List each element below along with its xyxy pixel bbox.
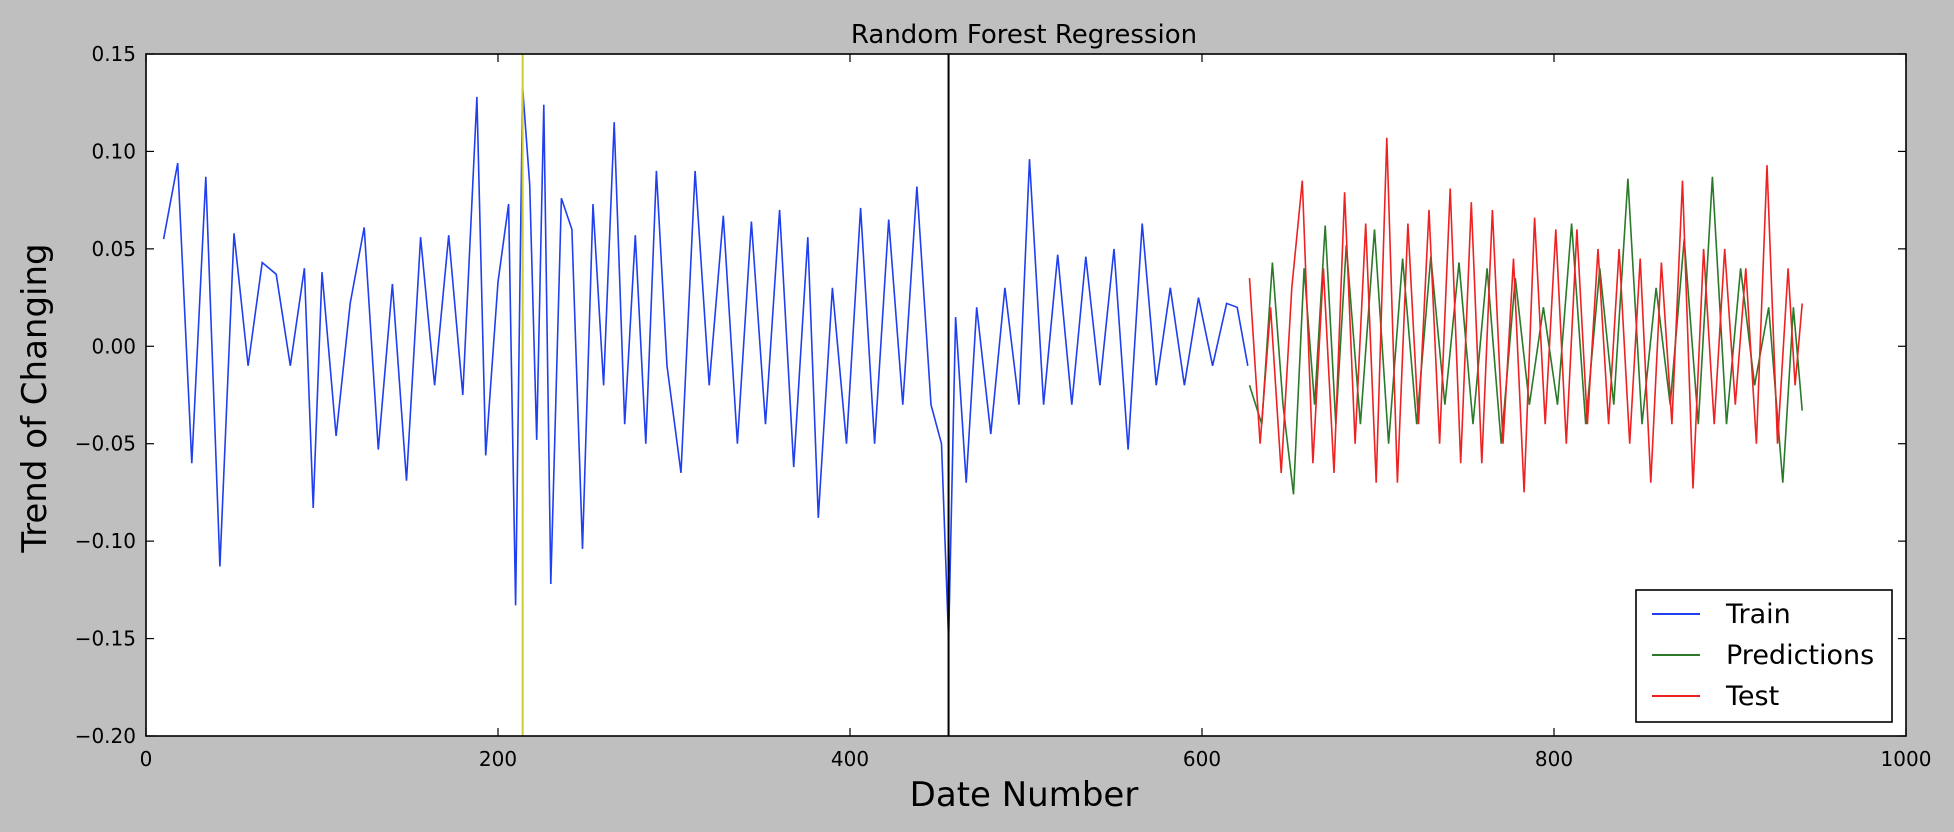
y-tick-label: 0.15 (91, 42, 136, 66)
series-line-test (1248, 137, 1803, 493)
y-tick-label: 0.05 (91, 237, 136, 261)
series-line-train (162, 87, 1249, 641)
legend-label-test: Test (1725, 681, 1779, 712)
x-tick-label: 0 (140, 747, 153, 771)
x-tick-label: 800 (1535, 747, 1573, 771)
legend-label-train: Train (1725, 599, 1791, 630)
y-tick-label: −0.10 (75, 529, 136, 553)
legend-label-predictions: Predictions (1726, 640, 1874, 671)
x-tick-label: 200 (479, 747, 517, 771)
series-line-predictions (1248, 176, 1803, 495)
y-tick-label: −0.05 (75, 432, 136, 456)
chart-title: Random Forest Regression (851, 20, 1197, 50)
x-tick-label: 400 (831, 747, 869, 771)
x-tick-label: 1000 (1881, 747, 1932, 771)
y-tick-label: −0.20 (75, 724, 136, 748)
y-tick-label: 0.00 (91, 334, 136, 358)
reference-lines (521, 54, 950, 736)
x-axis-label: Date Number (910, 775, 1139, 815)
y-tick-label: 0.10 (91, 139, 136, 163)
y-axis-label: Trend of Changing (15, 243, 55, 553)
plot-frame (145, 53, 1907, 737)
legend: Train Predictions Test (1635, 589, 1893, 723)
y-tick-label: −0.15 (75, 627, 136, 651)
series-layer (162, 87, 1803, 641)
x-tick-label: 600 (1183, 747, 1221, 771)
axis-ticks: 0 200 400 600 800 1000 0.15 0.10 0.05 0.00 −0.05 −0… (75, 42, 1932, 771)
